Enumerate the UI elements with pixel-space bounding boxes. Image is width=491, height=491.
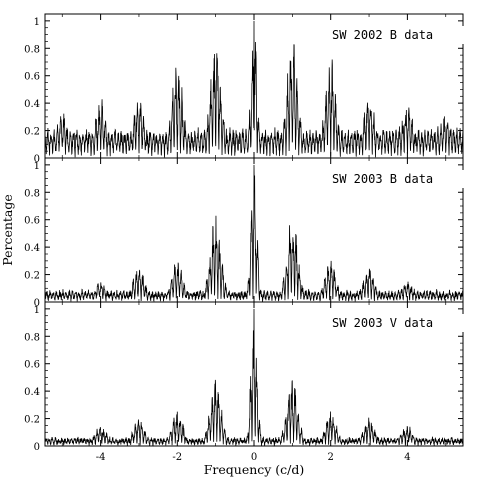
panel-title: SW 2002 B data [332,28,433,42]
y-tick-label: 1 [34,305,40,316]
panel-title-backing [326,314,468,332]
panel-title-backing [326,170,468,188]
y-tick-label: 0.2 [24,127,40,138]
y-tick-label: 0.6 [24,216,40,227]
y-tick-label: 0 [34,154,40,165]
panel-title-backing [326,26,468,44]
series-line [44,308,464,448]
panels: 0 0.2 0.4 0.6 0.8 1 SW 2002 B data 0 0.2 0.4 0.6 0.… [24,13,468,463]
y-tick-label: 0.8 [24,332,40,343]
y-tick-label: 0.4 [24,387,40,398]
y-tick-label: 1 [34,17,40,28]
panel-3: 0 0.2 0.4 0.6 0.8 1 -4 -2 0 2 4 SW 2003 V data [24,301,468,463]
x-tick-label: 2 [328,452,334,463]
y-axis-label: Percentage [0,194,15,266]
panel-1: 0 0.2 0.4 0.6 0.8 1 SW 2002 B data [24,13,468,165]
y-tick-label: 0.4 [24,243,40,254]
panel-title: SW 2003 V data [332,316,433,330]
panel-2: 0 0.2 0.4 0.6 0.8 1 SW 2003 B data [24,157,468,309]
y-tick-label: 0.2 [24,271,40,282]
x-tick-label: 4 [404,452,410,463]
y-tick-label: 0.8 [24,44,40,55]
x-axis-label: Frequency (c/d) [204,462,305,477]
y-tick-label: 0.2 [24,415,40,426]
y-tick-label: 0.6 [24,72,40,83]
y-tick-label: 0.8 [24,188,40,199]
y-tick-label: 1 [34,161,40,172]
x-tick-label: -2 [172,452,182,463]
panel-title: SW 2003 B data [332,172,433,186]
y-tick-label: 0 [34,442,40,453]
y-tick-label: 0.4 [24,99,40,110]
x-tick-label: 0 [251,452,257,463]
series-line [44,20,464,158]
y-tick-label: 0.6 [24,360,40,371]
series-line [44,164,464,303]
x-tick-label: -4 [96,452,106,463]
y-tick-label: 0 [34,298,40,309]
